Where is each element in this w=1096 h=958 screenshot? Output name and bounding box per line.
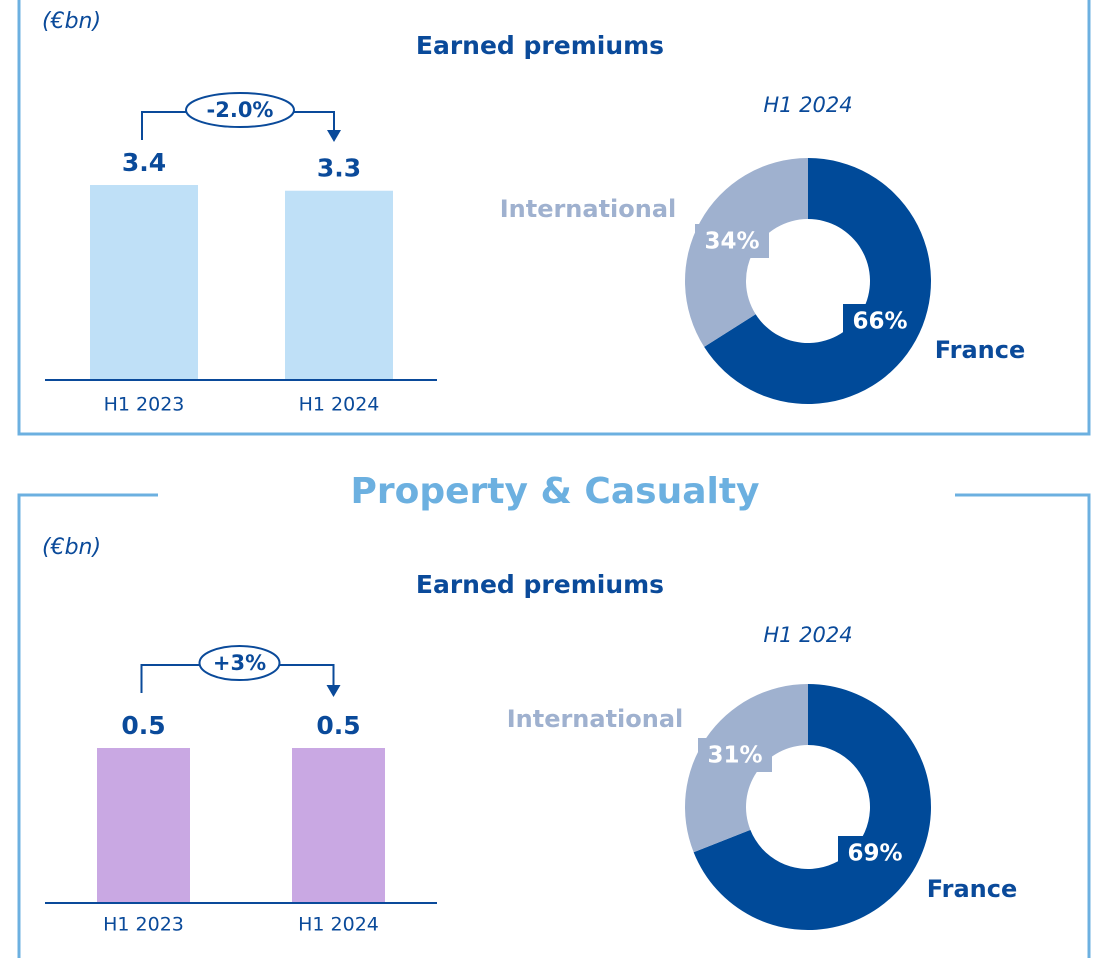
value-label: 3.3: [317, 154, 361, 183]
category-label: International: [500, 195, 677, 223]
category-label: International: [507, 705, 684, 733]
value-label-bg: [843, 304, 917, 338]
value-label: 66%: [852, 309, 907, 335]
x-tick-label: H1 2023: [104, 394, 185, 416]
bar: [292, 748, 385, 903]
top-panel: [17, 0, 1091, 436]
change-label: +3%: [213, 651, 266, 675]
change-badge: [185, 92, 295, 128]
chart-title: Earned premiums: [416, 31, 664, 60]
value-label: 3.4: [122, 148, 166, 177]
value-label: 34%: [704, 229, 759, 255]
pie-title: H1 2024: [763, 623, 852, 647]
category-label: France: [927, 875, 1017, 903]
x-tick-label: H1 2024: [298, 914, 379, 936]
value-label-bg: [838, 836, 912, 870]
value-label: 69%: [847, 841, 902, 867]
change-arrow: [327, 130, 341, 142]
value-label: 0.5: [121, 711, 165, 740]
bottom-panel: [17, 493, 1091, 958]
x-tick-label: H1 2024: [299, 394, 380, 416]
change-label: -2.0%: [207, 98, 274, 122]
section-title: Property & Casualty: [350, 471, 759, 512]
donut-segment: [704, 158, 931, 404]
bar: [90, 185, 198, 380]
value-label-bg: [698, 738, 772, 772]
value-label: 0.5: [316, 711, 360, 740]
value-label-bg: [695, 224, 769, 258]
value-label: 31%: [707, 743, 762, 769]
pie-title: H1 2024: [763, 93, 852, 117]
x-tick-label: H1 2023: [103, 914, 184, 936]
bar: [285, 190, 393, 380]
bar: [97, 748, 190, 903]
change-arrow: [326, 685, 341, 697]
change-badge: [198, 645, 281, 681]
unit-label: (€bn): [42, 9, 101, 34]
chart-title: Earned premiums: [416, 570, 664, 599]
category-label: France: [935, 336, 1025, 364]
unit-label: (€bn): [42, 535, 101, 560]
